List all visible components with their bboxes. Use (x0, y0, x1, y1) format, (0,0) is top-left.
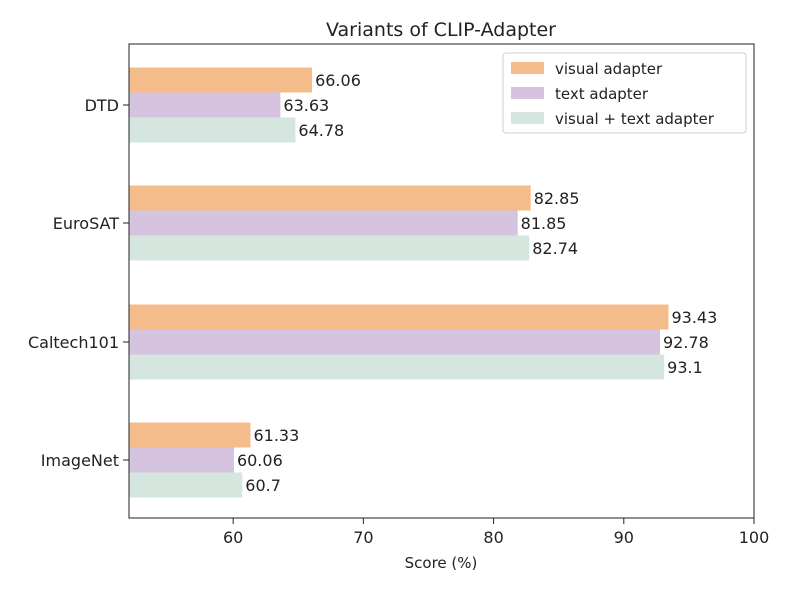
bar-dtd-visual-adapter (129, 67, 313, 93)
y-tick-label-dtd: DTD (85, 96, 119, 115)
data-label-dtd-visual-text-adapter: 64.78 (298, 121, 344, 140)
legend-label-visual-text-adapter: visual + text adapter (555, 110, 715, 128)
y-tick-label-eurosat: EuroSAT (53, 214, 119, 233)
data-label-eurosat-visual-text-adapter: 82.74 (532, 239, 578, 258)
legend-swatch-text-adapter (511, 87, 544, 99)
x-tick-label: 90 (614, 528, 634, 547)
bar-imagenet-visual-adapter (129, 422, 251, 448)
x-tick-label: 100 (739, 528, 770, 547)
data-label-group: 66.06 63.63 64.78 82.85 81.85 82.74 93.43 92.78… (237, 71, 717, 495)
bar-eurosat-visual-adapter (129, 185, 531, 211)
bar-dtd-visual-text-adapter (129, 117, 296, 143)
data-label-dtd-text-adapter: 63.63 (283, 96, 329, 115)
x-tick-label: 80 (483, 528, 503, 547)
data-label-caltech101-visual-adapter: 93.43 (671, 308, 717, 327)
bar-eurosat-visual-text-adapter (129, 235, 530, 261)
legend-box (502, 52, 747, 134)
y-tick-label-caltech101: Caltech101 (28, 333, 119, 352)
legend-swatch-visual-text-adapter (511, 112, 544, 124)
data-label-imagenet-text-adapter: 60.06 (237, 451, 283, 470)
data-label-imagenet-visual-adapter: 61.33 (253, 426, 299, 445)
legend-label-visual-adapter: visual adapter (555, 60, 663, 78)
x-axis: 60 70 80 90 100 (223, 518, 769, 547)
bar-group (129, 67, 669, 498)
x-tick-label: 60 (223, 528, 243, 547)
y-tick-label-imagenet: ImageNet (41, 451, 119, 470)
chart-title: Variants of CLIP-Adapter (326, 19, 556, 41)
bar-imagenet-visual-text-adapter (129, 472, 243, 498)
data-label-caltech101-visual-text-adapter: 93.1 (667, 358, 703, 377)
bar-imagenet-text-adapter (129, 447, 234, 473)
bar-dtd-text-adapter (129, 92, 281, 118)
data-label-caltech101-text-adapter: 92.78 (663, 333, 709, 352)
x-axis-label: Score (%) (405, 554, 478, 572)
legend-swatch-visual-adapter (511, 62, 544, 74)
data-label-eurosat-visual-adapter: 82.85 (534, 189, 580, 208)
legend-label-text-adapter: text adapter (555, 85, 649, 103)
data-label-imagenet-visual-text-adapter: 60.7 (245, 476, 281, 495)
bar-eurosat-text-adapter (129, 210, 518, 236)
x-tick-label: 70 (353, 528, 373, 547)
bar-caltech101-text-adapter (129, 329, 660, 355)
data-label-dtd-visual-adapter: 66.06 (315, 71, 361, 90)
legend: visual adapter text adapter visual + text … (502, 52, 747, 134)
y-axis: DTD EuroSAT Caltech101 ImageNet (28, 96, 129, 470)
plot-frame (128, 43, 755, 519)
data-label-eurosat-text-adapter: 81.85 (521, 214, 567, 233)
bar-caltech101-visual-text-adapter (129, 354, 665, 380)
bar-caltech101-visual-adapter (129, 304, 669, 330)
